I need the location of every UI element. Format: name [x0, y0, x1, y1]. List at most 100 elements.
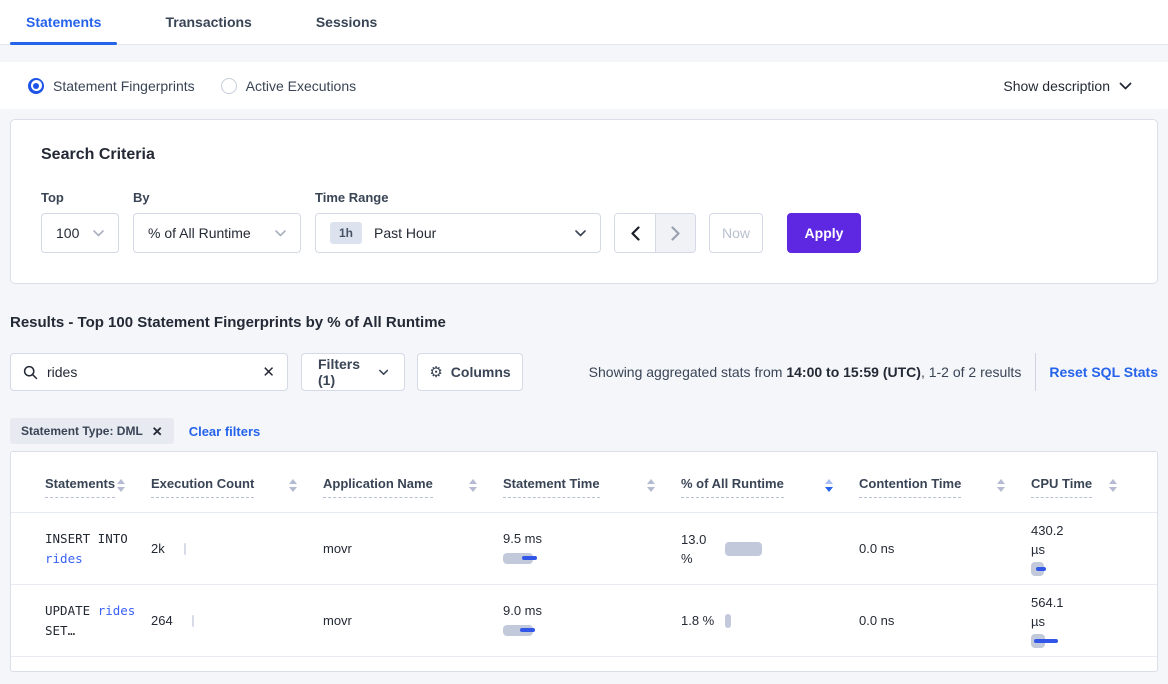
- radio-unselected-icon[interactable]: [220, 77, 237, 94]
- by-value: % of All Runtime: [148, 225, 251, 241]
- results-title: Results - Top 100 Statement Fingerprints…: [10, 314, 446, 331]
- view-mode-strip: Statement Fingerprints Active Executions…: [0, 62, 1168, 109]
- cpu-time-bar: [1031, 634, 1058, 648]
- col-header-contention-time[interactable]: Contention Time: [859, 476, 1031, 498]
- top-value: 100: [56, 225, 80, 241]
- columns-button[interactable]: ⚙ Columns: [417, 353, 523, 391]
- sort-icon[interactable]: [469, 479, 477, 492]
- sort-icon[interactable]: [289, 479, 297, 492]
- by-field: By % of All Runtime: [133, 190, 301, 253]
- statement-time-bar: [503, 552, 537, 564]
- filter-pill-statement-type[interactable]: Statement Type: DML ✕: [10, 418, 174, 444]
- filters-label: Filters (1): [318, 356, 361, 388]
- cpu-time-cell: 564.1 µs: [1031, 593, 1125, 648]
- show-description-toggle[interactable]: Show description: [1003, 78, 1132, 94]
- pct-runtime-cell: 1.8 %: [681, 611, 859, 630]
- sort-icon[interactable]: [117, 479, 125, 492]
- execution-count-cell: 264: [151, 613, 323, 628]
- filters-button[interactable]: Filters (1): [301, 353, 405, 391]
- divider: [1035, 353, 1037, 391]
- gear-icon: ⚙: [429, 364, 443, 381]
- table-name-link[interactable]: rides: [45, 550, 83, 566]
- results-controls: ✕ Filters (1) ⚙ Columns Showing aggregat…: [10, 353, 1158, 391]
- chevron-down-icon: [275, 229, 286, 236]
- table-row: INSERT INTO rides 2k movr 9.5 ms 13.0 % …: [11, 513, 1157, 585]
- time-range-label: Time Range: [315, 190, 389, 205]
- statement-fingerprint[interactable]: UPDATE rides SET…: [45, 602, 136, 638]
- tab-statements[interactable]: Statements: [10, 0, 118, 45]
- sort-icon[interactable]: [1109, 479, 1117, 492]
- aggregated-stats-text: Showing aggregated stats from 14:00 to 1…: [588, 364, 1022, 380]
- application-name-cell: movr: [323, 541, 352, 556]
- col-header-statement-time[interactable]: Statement Time: [503, 476, 681, 498]
- sort-icon[interactable]: [997, 479, 1005, 492]
- by-select[interactable]: % of All Runtime: [133, 213, 301, 253]
- filter-pill-label: Statement Type: DML: [21, 424, 143, 438]
- apply-button[interactable]: Apply: [787, 213, 861, 253]
- prev-time-button[interactable]: [615, 214, 655, 252]
- table-header-row: Statements Execution Count Application N…: [11, 452, 1157, 513]
- top-field: Top 100: [41, 190, 119, 253]
- now-button[interactable]: Now: [709, 213, 763, 253]
- chevron-left-icon: [630, 225, 640, 241]
- page-tabbar: Statements Transactions Sessions: [0, 0, 1168, 45]
- radio-active-executions[interactable]: Active Executions: [220, 77, 357, 94]
- col-header-statements[interactable]: Statements: [11, 476, 151, 498]
- by-label: By: [133, 190, 150, 205]
- contention-time-cell: 0.0 ns: [859, 541, 895, 556]
- search-input[interactable]: [47, 364, 263, 380]
- cpu-time-bar: [1031, 562, 1046, 576]
- statement-time-cell: 9.5 ms: [503, 531, 681, 567]
- pct-runtime-bar: [725, 613, 731, 628]
- tab-sessions[interactable]: Sessions: [315, 14, 378, 30]
- show-description-label: Show description: [1003, 77, 1110, 94]
- radio-statement-fingerprints[interactable]: Statement Fingerprints: [28, 77, 195, 94]
- columns-label: Columns: [450, 364, 511, 380]
- top-select[interactable]: 100: [41, 213, 119, 253]
- col-header-pct-runtime[interactable]: % of All Runtime: [681, 476, 859, 498]
- chevron-down-icon: [575, 229, 586, 236]
- remove-filter-icon[interactable]: ✕: [151, 423, 163, 439]
- search-icon: [23, 365, 38, 379]
- execution-count-bar: [191, 614, 194, 627]
- statement-time-cell: 9.0 ms: [503, 603, 681, 639]
- tab-transactions[interactable]: Transactions: [165, 14, 252, 30]
- next-time-button[interactable]: [655, 214, 695, 252]
- statement-fingerprint[interactable]: INSERT INTO rides: [45, 530, 128, 566]
- sort-icon[interactable]: [647, 479, 655, 492]
- table-name-link[interactable]: rides: [97, 602, 136, 618]
- statement-time-bar: [503, 624, 535, 636]
- time-range-badge: 1h: [330, 222, 363, 244]
- radio-selected-icon[interactable]: [28, 77, 44, 94]
- search-criteria-card: Search Criteria Top 100 By % of All Runt…: [10, 119, 1158, 284]
- col-header-execution-count[interactable]: Execution Count: [151, 476, 323, 498]
- clear-filters-link[interactable]: Clear filters: [188, 423, 261, 439]
- radio-label: Statement Fingerprints: [53, 77, 195, 94]
- statement-search-box[interactable]: ✕: [10, 353, 288, 391]
- time-nav-arrows: [614, 213, 696, 253]
- clear-search-icon[interactable]: ✕: [262, 363, 275, 381]
- application-name-cell: movr: [323, 613, 352, 628]
- radio-label: Active Executions: [245, 77, 357, 94]
- cpu-time-cell: 430.2 µs: [1031, 521, 1125, 576]
- time-range-select[interactable]: 1h Past Hour: [315, 213, 601, 253]
- top-label: Top: [41, 190, 64, 205]
- time-range-value: Past Hour: [374, 225, 437, 241]
- time-range-field: Time Range 1h Past Hour: [315, 190, 601, 253]
- execution-count-bar: [183, 542, 186, 555]
- chevron-right-icon: [671, 225, 680, 241]
- sort-icon-descending-active[interactable]: [825, 479, 833, 492]
- chevron-down-icon: [1119, 82, 1132, 89]
- reset-sql-stats-link[interactable]: Reset SQL Stats: [1049, 364, 1158, 380]
- chevron-down-icon: [378, 369, 388, 375]
- execution-count-cell: 2k: [151, 541, 323, 556]
- col-header-application-name[interactable]: Application Name: [323, 476, 503, 498]
- pct-runtime-bar: [725, 541, 762, 556]
- search-criteria-title: Search Criteria: [41, 146, 155, 163]
- applied-filters-row: Statement Type: DML ✕ Clear filters: [10, 418, 1158, 444]
- contention-time-cell: 0.0 ns: [859, 613, 895, 628]
- chevron-down-icon: [93, 229, 104, 236]
- pct-runtime-cell: 13.0 %: [681, 530, 859, 568]
- col-header-cpu-time[interactable]: CPU Time: [1031, 476, 1125, 498]
- statements-table: Statements Execution Count Application N…: [10, 451, 1158, 672]
